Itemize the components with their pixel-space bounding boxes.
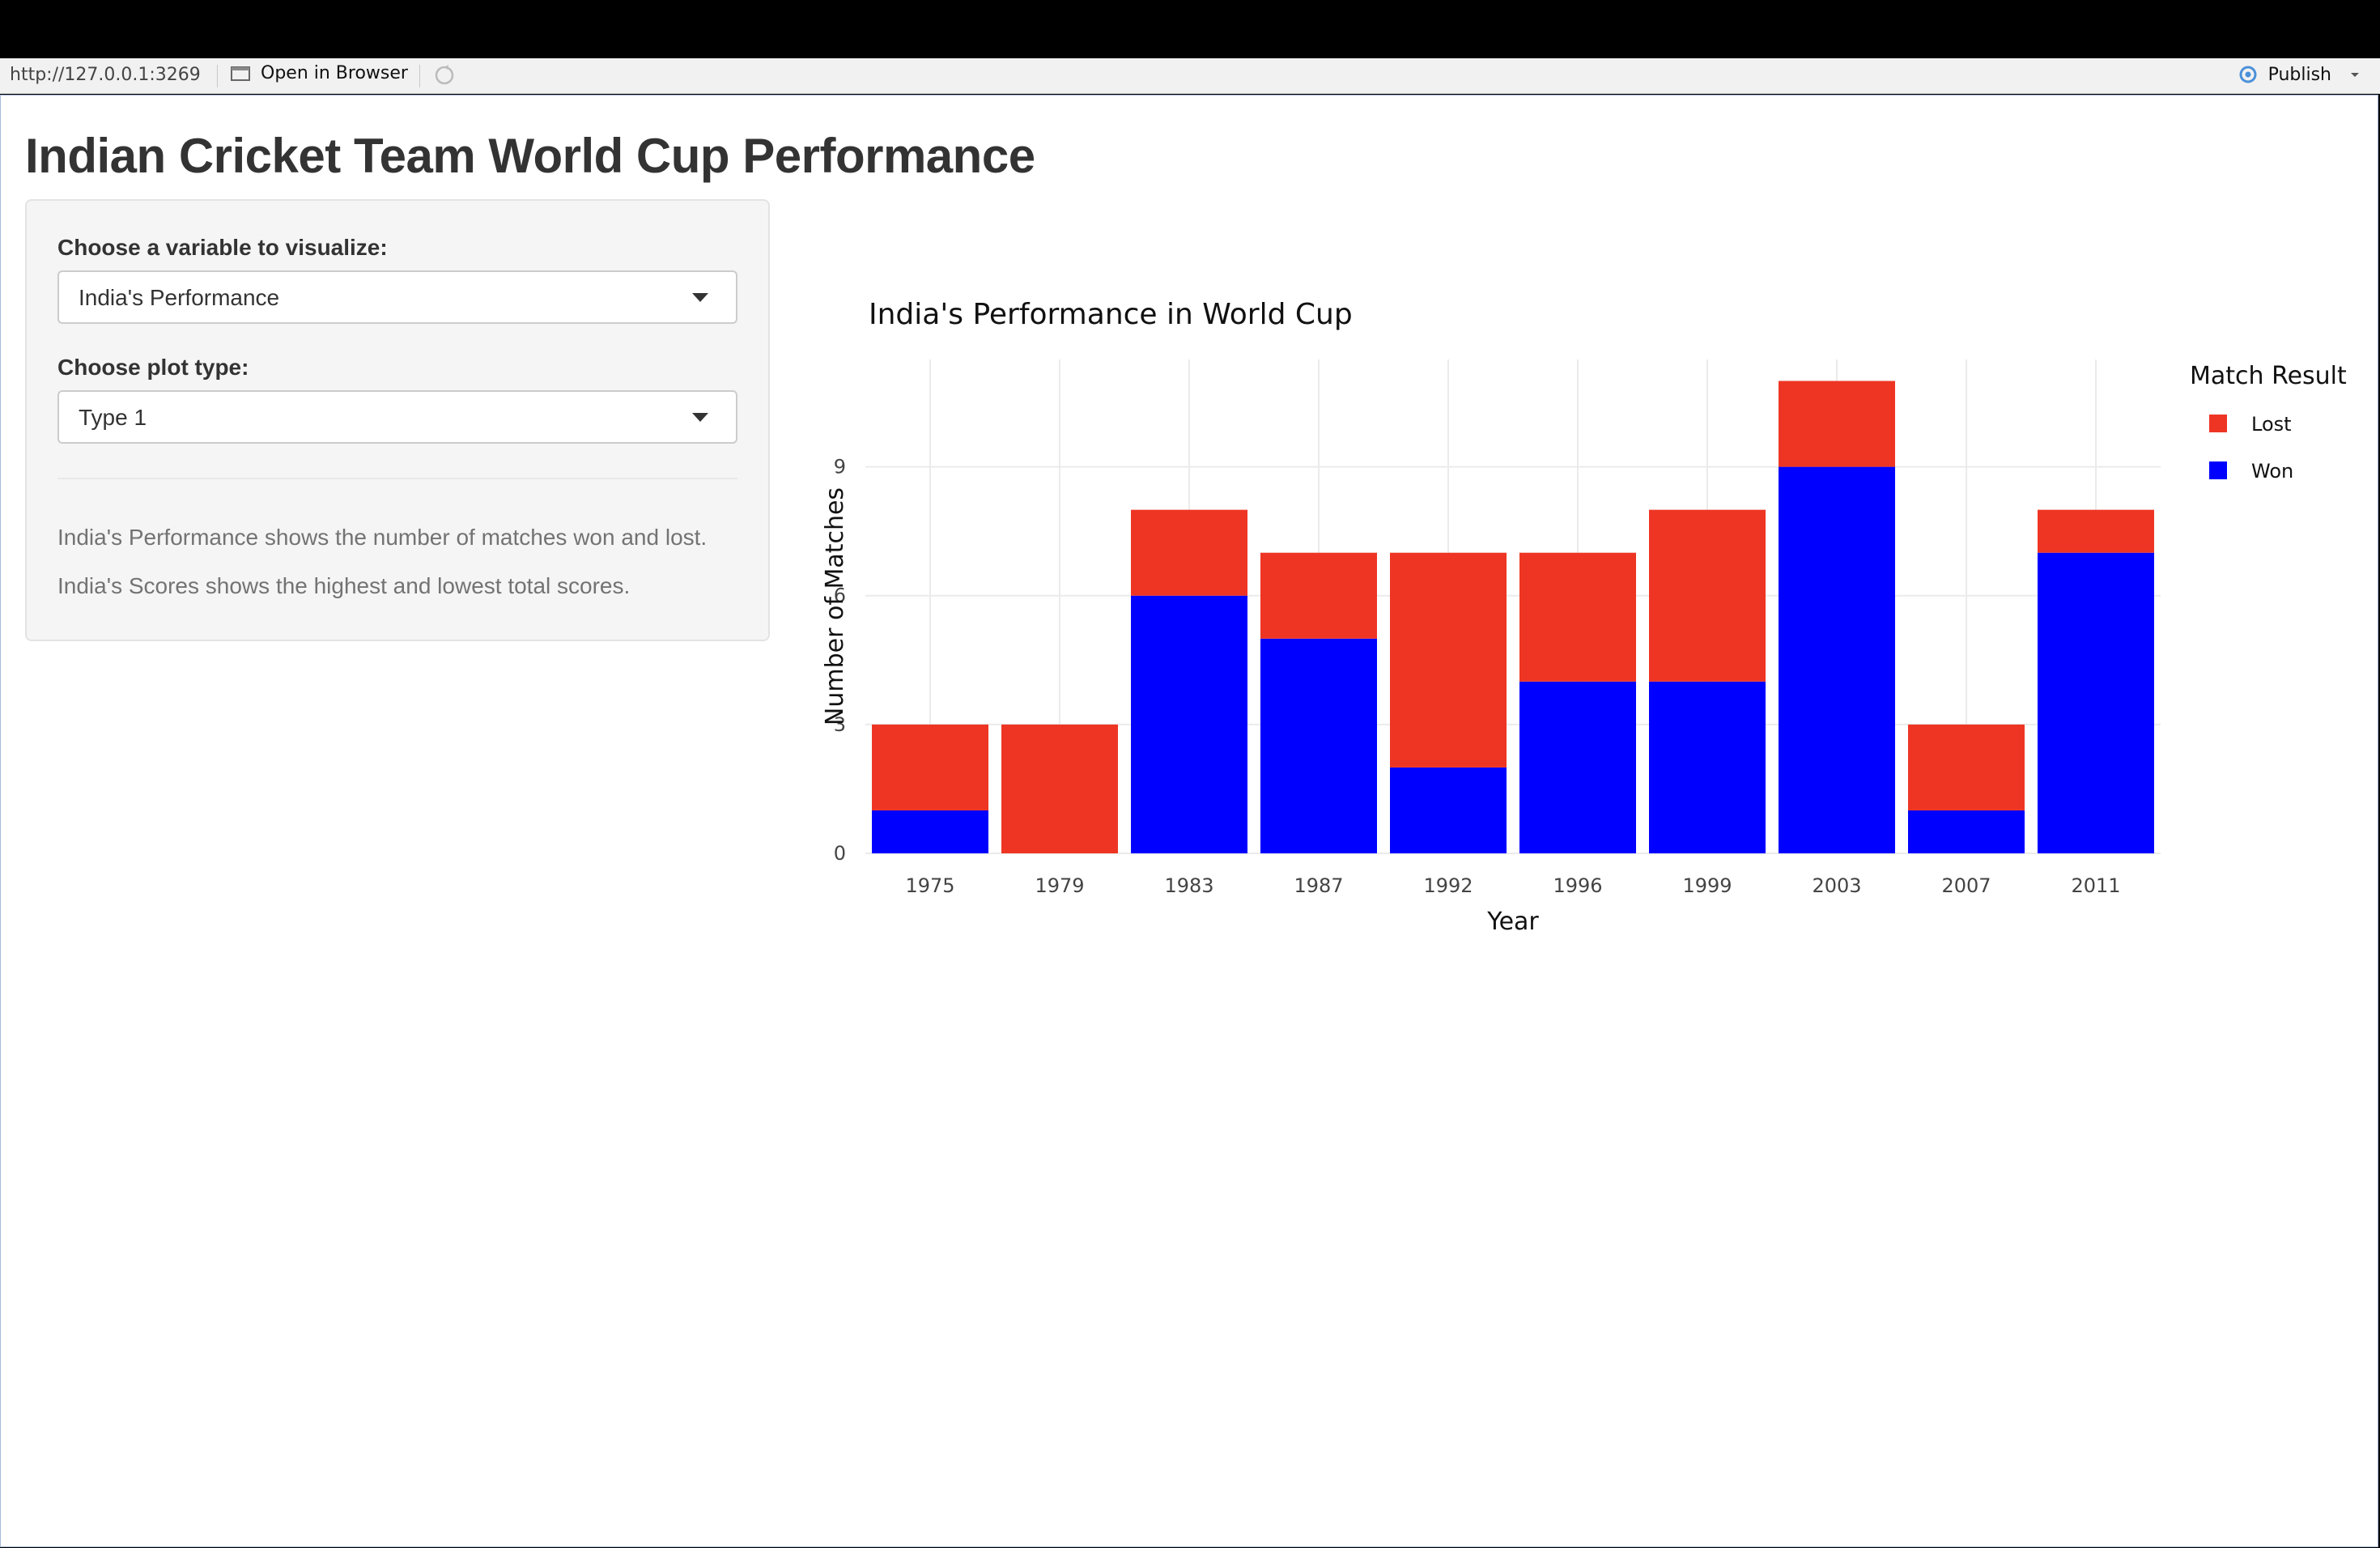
publish-button[interactable]: Publish [2236,63,2364,86]
performance-chart[interactable]: 0 3 6 9 1975 1979 1983 1987 1992 1996 1999 2003 2007… [810,279,2379,959]
y-axis-title: Number of Matches [821,487,849,725]
x-axis-title: Year [1486,908,1539,936]
x-tick-label: 1983 [1164,874,1213,897]
x-tick-label: 1975 [905,874,954,897]
chevron-down-icon [692,293,708,302]
bar-lost-2011 [2038,509,2154,553]
y-tick-label: 6 [834,585,846,607]
x-tick-label: 1999 [1682,874,1732,897]
bar-won-1975 [872,810,988,853]
toolbar-divider [419,65,420,87]
bar-won-1992 [1390,767,1507,853]
legend-swatch-won [2209,461,2227,479]
help-text-scores: India's Scores shows the highest and low… [57,573,631,598]
variable-select[interactable]: India's Performance [57,270,737,324]
sidebar-panel: Choose a variable to visualize: India's … [25,199,770,641]
legend-title: Match Result [2190,362,2347,390]
url-text: http://127.0.0.1:3269 [10,65,201,85]
variable-select-value: India's Performance [79,285,280,310]
refresh-icon[interactable] [432,63,457,87]
chevron-down-icon [692,413,708,422]
open-in-browser-button[interactable]: Open in Browser [230,63,408,83]
plot-type-select-value: Type 1 [79,405,147,430]
x-tick-label: 2007 [1941,874,1991,897]
bar-lost-1999 [1649,509,1766,682]
bar-won-2007 [1908,810,2025,853]
bar-won-1999 [1649,681,1766,853]
bar-won-1996 [1519,681,1636,853]
window-top-bar [0,0,2380,58]
bar-lost-1975 [872,724,988,810]
viewer-toolbar: http://127.0.0.1:3269 Open in Browser Pu… [0,58,2380,94]
y-tick-label: 0 [834,842,846,865]
y-tick-label: 3 [834,713,846,736]
open-window-icon [231,66,250,81]
caret-down-icon[interactable] [2346,66,2364,83]
divider [57,478,737,479]
bar-won-2003 [1779,466,1895,853]
legend-label-won: Won [2251,460,2293,483]
page-title: Indian Cricket Team World Cup Performanc… [25,129,1035,183]
bar-lost-1987 [1260,552,1377,639]
bar-lost-1996 [1519,552,1636,682]
x-tick-label: 1979 [1035,874,1084,897]
x-tick-label: 1992 [1423,874,1473,897]
variable-select-label: Choose a variable to visualize: [57,235,388,260]
x-tick-label: 1987 [1294,874,1343,897]
bar-won-2011 [2038,552,2154,853]
bar-lost-2007 [1908,724,2025,810]
bar-lost-1983 [1131,509,1247,596]
bar-won-1983 [1131,595,1247,853]
bar-lost-2003 [1779,381,1895,467]
help-text-performance: India's Performance shows the number of … [57,525,708,550]
legend-swatch-lost [2209,415,2227,432]
plot-type-select[interactable]: Type 1 [57,390,737,444]
y-tick-label: 9 [834,456,846,478]
publish-icon [2239,66,2257,83]
x-tick-label: 1996 [1553,874,1602,897]
open-in-browser-label: Open in Browser [261,63,408,83]
legend-label-lost: Lost [2251,413,2292,436]
x-tick-label: 2011 [2071,874,2120,897]
bar-lost-1992 [1390,552,1507,768]
chart-title: India's Performance in World Cup [869,298,1353,331]
shiny-app: Indian Cricket Team World Cup Performanc… [0,95,2378,1547]
plot-type-select-label: Choose plot type: [57,355,249,380]
toolbar-divider [217,65,218,87]
bar-lost-1979 [1001,724,1118,853]
publish-label: Publish [2267,64,2331,85]
bar-won-1987 [1260,638,1377,853]
x-tick-label: 2003 [1812,874,1861,897]
